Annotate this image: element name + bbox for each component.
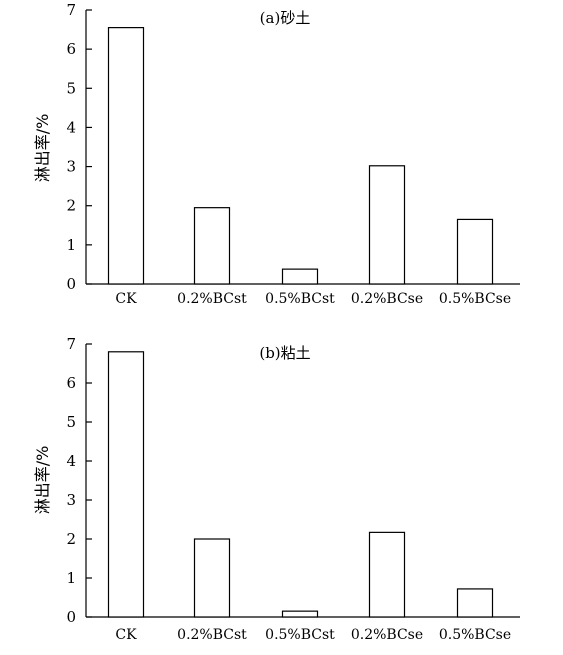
y-tick-label: 5 [66,413,76,431]
x-category-label: 0.2%BCse [351,291,423,307]
bar-0-5-bcst [281,610,319,618]
bar-ck [107,351,145,618]
y-tick-label: 5 [66,79,76,97]
x-category-label: 0.5%BCse [439,291,511,307]
panel-a-xlabels: CK 0.2%BCst 0.5%BCst 0.2%BCse 0.5%BCse [115,291,511,307]
bar-0-5-bcst [281,268,319,285]
y-tick-label: 4 [66,118,76,136]
panel-a-title: (a)砂土 [260,9,311,27]
y-tick-label: 4 [66,452,76,470]
x-category-label: 0.2%BCst [177,627,247,643]
bar-0-2-bcse [368,165,406,285]
y-tick-label: 6 [66,374,76,392]
y-tick-label: 1 [66,569,76,587]
panel-a-bars [107,27,494,285]
y-tick-label: 6 [66,40,76,58]
panel-b: (b)粘土 淋出率/% 0 1 2 3 4 5 6 7 CK 0.2%BCst 0.5%BCst 0… [33,335,520,643]
y-tick-label: 0 [66,275,76,293]
x-category-label: 0.2%BCse [351,627,423,643]
panel-b-axes [85,344,520,618]
y-tick-label: 1 [66,236,76,254]
bar-0-2-bcst [193,538,231,618]
panel-a: (a)砂土 淋出率/% 0 1 2 3 4 5 6 7 CK 0.2%BCst 0.5%BCst 0… [33,1,520,307]
x-category-label: CK [115,291,137,307]
x-category-label: 0.2%BCst [177,291,247,307]
bar-0-2-bcse [368,531,406,618]
panel-b-title: (b)粘土 [259,344,310,362]
y-tick-label: 3 [66,158,76,176]
x-category-label: 0.5%BCst [265,627,335,643]
panel-b-bars [107,351,494,618]
panel-b-ylabel: 淋出率/% [33,446,52,515]
y-tick-label: 3 [66,491,76,509]
panel-b-xlabels: CK 0.2%BCst 0.5%BCst 0.2%BCse 0.5%BCse [115,627,511,643]
y-tick-label: 7 [66,1,76,19]
bar-0-5-bcse [456,588,494,618]
panel-b-yticks: 0 1 2 3 4 5 6 7 [66,335,92,626]
y-tick-label: 7 [66,335,76,353]
x-category-label: 0.5%BCst [265,291,335,307]
panel-a-ylabel: 淋出率/% [33,114,52,183]
bar-ck [107,27,145,285]
x-category-label: 0.5%BCse [439,627,511,643]
bar-0-5-bcse [456,218,494,285]
x-category-label: CK [115,627,137,643]
bar-0-2-bcst [193,207,231,285]
y-tick-label: 2 [66,530,76,548]
panel-a-yticks: 0 1 2 3 4 5 6 7 [66,1,92,293]
y-tick-label: 2 [66,197,76,215]
panel-a-axes [85,10,520,285]
y-tick-label: 0 [66,608,76,626]
